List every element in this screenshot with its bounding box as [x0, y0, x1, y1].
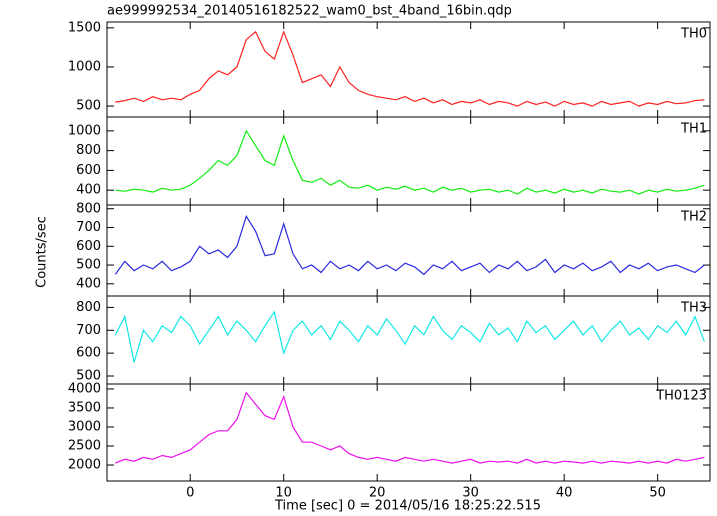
- y-tick-label: 800: [76, 300, 101, 315]
- y-tick-label: 1000: [68, 123, 101, 138]
- x-axis-label: Time [sec] 0 = 2014/05/16 18:25:22.515: [274, 499, 541, 514]
- light-curve: [114, 310, 705, 363]
- series-label: TH0: [680, 27, 707, 42]
- series-label: TH2: [680, 210, 707, 225]
- y-tick-label: 800: [76, 143, 101, 158]
- y-tick-label: 1000: [68, 59, 101, 74]
- y-axis-label: Counts/sec: [35, 216, 50, 288]
- y-tick-label: 500: [76, 99, 101, 114]
- chart-title: ae999992534_20140516182522_wam0_bst_4ban…: [107, 4, 512, 19]
- light-curve: [115, 129, 705, 195]
- y-tick-label: 600: [76, 239, 101, 254]
- x-tick-label: 0: [186, 486, 194, 501]
- panel-frame: [106, 383, 711, 482]
- y-tick-label: 1500: [68, 20, 101, 35]
- y-tick-label: 400: [76, 276, 101, 291]
- y-tick-label: 3000: [68, 419, 101, 434]
- series-label: TH0123: [655, 389, 707, 404]
- x-tick-label: 30: [462, 486, 479, 501]
- y-tick-label: 2000: [68, 458, 101, 473]
- y-tick-label: 700: [76, 220, 101, 235]
- x-tick-label: 50: [649, 486, 666, 501]
- x-tick-label: 40: [556, 486, 573, 501]
- light-curve: [115, 391, 705, 464]
- y-tick-label: 700: [76, 323, 101, 338]
- series-label: TH1: [680, 122, 707, 137]
- y-tick-label: 600: [76, 163, 101, 178]
- y-tick-label: 800: [76, 201, 101, 216]
- x-tick-label: 10: [275, 486, 292, 501]
- y-tick-label: 600: [76, 346, 101, 361]
- y-tick-label: 3500: [68, 400, 101, 415]
- light-curve: [114, 214, 705, 276]
- y-tick-label: 500: [76, 369, 101, 384]
- y-tick-label: 2500: [68, 439, 101, 454]
- y-tick-label: 500: [76, 258, 101, 273]
- x-tick-label: 20: [369, 486, 386, 501]
- y-tick-label: 400: [76, 183, 101, 198]
- light-curve: [115, 30, 705, 107]
- y-tick-label: 4000: [68, 381, 101, 396]
- series-label: TH3: [680, 301, 707, 316]
